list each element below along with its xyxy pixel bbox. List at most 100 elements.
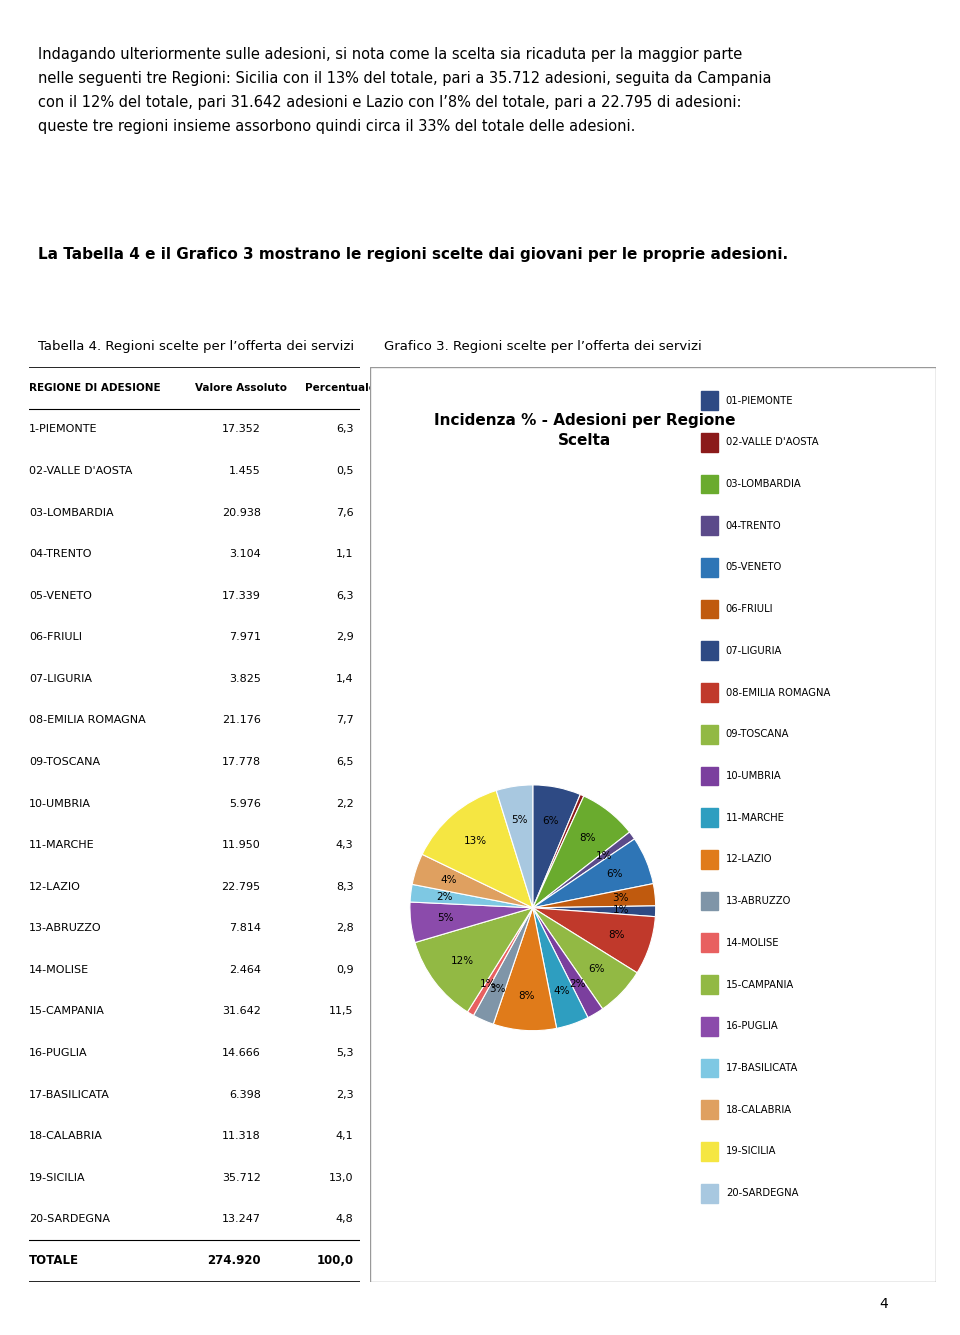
Wedge shape bbox=[473, 908, 533, 1024]
Text: 14.666: 14.666 bbox=[222, 1048, 260, 1057]
Text: 02-VALLE D'AOSTA: 02-VALLE D'AOSTA bbox=[29, 466, 132, 477]
Text: 10-UMBRIA: 10-UMBRIA bbox=[29, 798, 91, 809]
Text: Indagando ulteriormente sulle adesioni, si nota come la scelta sia ricaduta per : Indagando ulteriormente sulle adesioni, … bbox=[38, 47, 772, 134]
Text: Grafico 3. Regioni scelte per l’offerta dei servizi: Grafico 3. Regioni scelte per l’offerta … bbox=[384, 340, 702, 354]
Text: 7,6: 7,6 bbox=[336, 507, 353, 518]
Wedge shape bbox=[493, 908, 557, 1031]
Text: 1%: 1% bbox=[480, 979, 496, 989]
Text: 4,8: 4,8 bbox=[336, 1215, 353, 1224]
Text: 13,0: 13,0 bbox=[329, 1172, 353, 1183]
Text: 6.398: 6.398 bbox=[228, 1089, 260, 1100]
Wedge shape bbox=[415, 908, 533, 1012]
Text: 7,7: 7,7 bbox=[336, 716, 353, 725]
Text: 07-LIGURIA: 07-LIGURIA bbox=[726, 646, 782, 655]
Text: 1.455: 1.455 bbox=[228, 466, 260, 477]
Text: REGIONE DI ADESIONE: REGIONE DI ADESIONE bbox=[29, 383, 160, 392]
Wedge shape bbox=[533, 785, 580, 908]
Wedge shape bbox=[410, 884, 533, 908]
Text: 08-EMILIA ROMAGNA: 08-EMILIA ROMAGNA bbox=[29, 716, 146, 725]
Text: 04-TRENTO: 04-TRENTO bbox=[726, 521, 781, 530]
Text: 11.950: 11.950 bbox=[222, 840, 260, 850]
Text: 18-CALABRIA: 18-CALABRIA bbox=[726, 1105, 792, 1115]
Text: Tabella 4. Regioni scelte per l’offerta dei servizi: Tabella 4. Regioni scelte per l’offerta … bbox=[38, 340, 354, 354]
Text: 09-TOSCANA: 09-TOSCANA bbox=[29, 757, 100, 768]
Text: 03-LOMBARDIA: 03-LOMBARDIA bbox=[726, 479, 802, 489]
Text: 3%: 3% bbox=[612, 893, 629, 904]
Text: 11-MARCHE: 11-MARCHE bbox=[29, 840, 94, 850]
Text: 2,8: 2,8 bbox=[336, 924, 353, 933]
Text: 6%: 6% bbox=[588, 964, 605, 973]
Wedge shape bbox=[410, 902, 533, 943]
Text: 22.795: 22.795 bbox=[222, 881, 260, 892]
Text: 1,4: 1,4 bbox=[336, 674, 353, 684]
Text: 2.464: 2.464 bbox=[228, 965, 260, 975]
Wedge shape bbox=[533, 908, 603, 1017]
Text: 13-ABRUZZO: 13-ABRUZZO bbox=[726, 896, 791, 906]
Text: 6%: 6% bbox=[542, 816, 559, 826]
Text: 06-FRIULI: 06-FRIULI bbox=[29, 633, 82, 642]
Text: 2,2: 2,2 bbox=[336, 798, 353, 809]
Wedge shape bbox=[533, 908, 588, 1028]
Text: 2%: 2% bbox=[569, 979, 587, 989]
Wedge shape bbox=[496, 785, 533, 908]
Text: 100,0: 100,0 bbox=[316, 1255, 353, 1267]
Text: 17-BASILICATA: 17-BASILICATA bbox=[726, 1063, 798, 1073]
Text: 5%: 5% bbox=[512, 816, 528, 825]
Text: 01-PIEMONTE: 01-PIEMONTE bbox=[726, 395, 793, 406]
Text: 35.712: 35.712 bbox=[222, 1172, 260, 1183]
Text: 20-SARDEGNA: 20-SARDEGNA bbox=[726, 1188, 799, 1197]
Text: 02-VALLE D'AOSTA: 02-VALLE D'AOSTA bbox=[726, 438, 818, 447]
Text: 4,1: 4,1 bbox=[336, 1131, 353, 1141]
Text: 13-ABRUZZO: 13-ABRUZZO bbox=[29, 924, 102, 933]
Text: 11.318: 11.318 bbox=[222, 1131, 260, 1141]
Text: 0,9: 0,9 bbox=[336, 965, 353, 975]
Text: 10-UMBRIA: 10-UMBRIA bbox=[726, 772, 781, 781]
Text: TOTALE: TOTALE bbox=[29, 1255, 79, 1267]
Wedge shape bbox=[422, 790, 533, 908]
Wedge shape bbox=[533, 908, 656, 973]
Text: 19-SICILIA: 19-SICILIA bbox=[29, 1172, 85, 1183]
Text: 12-LAZIO: 12-LAZIO bbox=[29, 881, 81, 892]
Text: 5%: 5% bbox=[437, 913, 453, 924]
Text: 4%: 4% bbox=[441, 874, 457, 885]
Text: 274.920: 274.920 bbox=[207, 1255, 260, 1267]
Text: 5,3: 5,3 bbox=[336, 1048, 353, 1057]
Text: 06-FRIULI: 06-FRIULI bbox=[726, 605, 773, 614]
Text: 31.642: 31.642 bbox=[222, 1007, 260, 1016]
Text: 16-PUGLIA: 16-PUGLIA bbox=[29, 1048, 87, 1057]
Text: 19-SICILIA: 19-SICILIA bbox=[726, 1147, 777, 1156]
Text: 16-PUGLIA: 16-PUGLIA bbox=[726, 1021, 779, 1031]
Text: 07-LIGURIA: 07-LIGURIA bbox=[29, 674, 92, 684]
Text: 8%: 8% bbox=[579, 833, 596, 844]
Text: 12%: 12% bbox=[451, 956, 474, 967]
Text: 20-SARDEGNA: 20-SARDEGNA bbox=[29, 1215, 109, 1224]
Text: 11,5: 11,5 bbox=[329, 1007, 353, 1016]
Text: 8%: 8% bbox=[609, 930, 625, 940]
Text: 08-EMILIA ROMAGNA: 08-EMILIA ROMAGNA bbox=[726, 688, 830, 697]
Text: 17.339: 17.339 bbox=[222, 591, 260, 601]
Text: 05-VENETO: 05-VENETO bbox=[726, 562, 782, 573]
Text: 1-PIEMONTE: 1-PIEMONTE bbox=[29, 425, 97, 434]
Text: 15-CAMPANIA: 15-CAMPANIA bbox=[29, 1007, 105, 1016]
Text: 13%: 13% bbox=[464, 836, 487, 846]
Text: 2%: 2% bbox=[437, 892, 453, 902]
Wedge shape bbox=[468, 908, 533, 1016]
Text: 8%: 8% bbox=[518, 991, 536, 1001]
Wedge shape bbox=[533, 796, 630, 908]
Text: 12-LAZIO: 12-LAZIO bbox=[726, 854, 772, 864]
Text: 4: 4 bbox=[878, 1298, 888, 1311]
Wedge shape bbox=[533, 838, 653, 908]
Text: 6%: 6% bbox=[606, 869, 623, 878]
Text: 09-TOSCANA: 09-TOSCANA bbox=[726, 729, 789, 740]
Wedge shape bbox=[412, 854, 533, 908]
Wedge shape bbox=[533, 794, 584, 908]
Text: 17-BASILICATA: 17-BASILICATA bbox=[29, 1089, 109, 1100]
Text: 3.825: 3.825 bbox=[228, 674, 260, 684]
Wedge shape bbox=[533, 832, 635, 908]
Text: 21.176: 21.176 bbox=[222, 716, 260, 725]
Text: 1,1: 1,1 bbox=[336, 549, 353, 559]
Text: Incidenza % - Adesioni per Regione
Scelta: Incidenza % - Adesioni per Regione Scelt… bbox=[434, 413, 735, 447]
Text: 03-LOMBARDIA: 03-LOMBARDIA bbox=[29, 507, 113, 518]
Text: 6,5: 6,5 bbox=[336, 757, 353, 768]
Text: 20.938: 20.938 bbox=[222, 507, 260, 518]
